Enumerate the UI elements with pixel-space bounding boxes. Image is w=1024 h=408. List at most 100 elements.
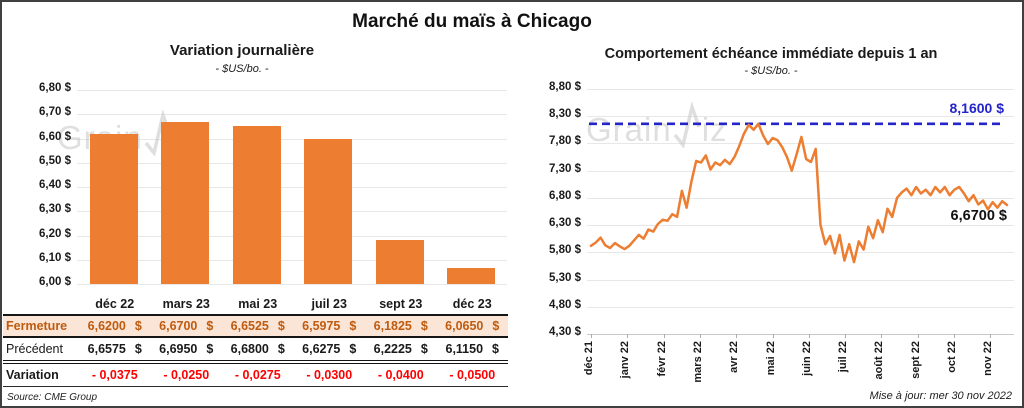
x-axis-tick	[845, 334, 847, 338]
bar-gridline	[77, 138, 507, 140]
currency-sign: $	[492, 342, 499, 356]
bar-chart-title: Variation journalière	[169, 42, 315, 59]
line-y-axis-label: 4,30 $	[549, 326, 581, 338]
currency-sign: $	[349, 319, 357, 333]
currency-sign: $	[349, 342, 357, 356]
variation-cell: - 0,0300	[306, 368, 353, 382]
line-x-axis-label: juil 22	[837, 341, 850, 373]
last-price-label: 6,6700 $	[950, 207, 1007, 224]
column-header: déc 22	[95, 296, 135, 311]
line-y-axis-label: 6,80 $	[549, 189, 581, 202]
row-label: Précédent	[6, 342, 63, 356]
row-label: Fermeture	[6, 319, 68, 333]
price-cell: 6,6275 $	[302, 342, 357, 356]
line-x-axis-label: mai 22	[764, 341, 777, 376]
line-x-axis-label: nov 22	[982, 341, 995, 376]
price-cell: 6,6800 $	[230, 342, 285, 356]
line-chart-subtitle: - $US/bo. -	[744, 65, 798, 77]
line-y-axis-label: 4,80 $	[549, 298, 581, 311]
line-chart-plot: 8,80 $ 8,30 $ 7,80 $ 7,30 $ 6,80 $ 6,30 $ 5,80…	[549, 81, 1014, 383]
price-cell: 6,5975 $	[302, 319, 357, 333]
line-y-axis-label: 5,30 $	[549, 271, 581, 284]
bar	[447, 268, 496, 284]
x-axis-tick	[808, 334, 810, 338]
bar	[161, 121, 210, 284]
x-axis-tick	[699, 334, 701, 338]
price-cell: 6,1825 $	[373, 319, 428, 333]
currency-sign: $	[277, 319, 285, 333]
line-gridline	[587, 279, 1014, 281]
table-row-fermeture: Fermeture 6,6200 $ 6,6700 $ 6,6525 $ 6,5975…	[3, 314, 508, 338]
currency-sign: $	[277, 342, 285, 356]
price-line-svg	[589, 122, 1009, 264]
bar-y-axis-label: 6,40 $	[39, 179, 71, 191]
update-note: Mise à jour: mer 30 nov 2022	[869, 390, 1012, 402]
bar-chart-subtitle: - $US/bo. -	[215, 63, 269, 75]
page-title: Marché du maïs à Chicago	[352, 11, 592, 32]
price-table: déc 22 mars 23 mai 23 juil 23 sept 23 dé…	[3, 293, 508, 387]
bar-y-axis-label: 6,20 $	[39, 227, 71, 240]
variation-cell: - 0,0250	[163, 368, 210, 382]
price-cell: 6,6200 $	[87, 319, 142, 333]
table-row-variation: Variation - 0,0375 - 0,0250 - 0,0275 - 0…	[3, 364, 508, 387]
watermark-spike-icon	[673, 100, 701, 149]
column-header: déc 23	[452, 296, 492, 311]
x-axis-tick	[736, 334, 738, 338]
bar-gridline	[77, 187, 507, 188]
price-cell: 6,6575 $	[87, 342, 142, 356]
line-gridline	[587, 252, 1014, 254]
bar	[232, 125, 281, 284]
bar-chart-plot: 6,80 $ 6,70 $ 6,60 $ 6,50 $ 6,40 $ 6,30 $ 6,20…	[39, 82, 507, 288]
line-y-axis-label: 6,30 $	[549, 217, 581, 230]
bar-y-axis-label: 6,10 $	[39, 251, 71, 264]
line-gridline	[587, 170, 1014, 172]
price-cell: 6,0650 $	[445, 319, 500, 333]
currency-sign: $	[206, 319, 214, 333]
line-y-axis-label: 7,30 $	[549, 162, 581, 175]
bar-gridline	[77, 235, 507, 237]
bar-y-axis-label: 6,60 $	[39, 130, 71, 143]
line-x-axis-label: févr 22	[655, 341, 668, 377]
currency-sign: $	[134, 319, 142, 333]
price-cell: 6,2225 $	[373, 342, 428, 356]
variation-cell: - 0,0400	[377, 368, 424, 382]
line-y-axis-label: 8,30 $	[549, 108, 581, 121]
x-axis-tick	[663, 334, 665, 338]
row-label: Variation	[6, 368, 59, 382]
variation-cell: - 0,0275	[234, 368, 281, 382]
x-axis-tick	[627, 334, 629, 338]
currency-sign: $	[492, 319, 500, 333]
bar-gridline	[77, 90, 507, 91]
bar	[304, 139, 353, 284]
line-gridline	[587, 334, 1014, 335]
bar-gridline	[77, 211, 507, 213]
x-axis-tick	[990, 334, 992, 338]
variation-cell: - 0,0375	[91, 368, 138, 382]
line-x-axis-label: août 22	[873, 341, 886, 380]
x-axis-tick	[772, 334, 774, 338]
column-header: sept 23	[379, 296, 423, 311]
bar-y-axis-label: 6,00 $	[39, 276, 71, 288]
column-header: juil 23	[311, 296, 347, 311]
line-gridline	[587, 197, 1014, 199]
line-y-axis-label: 5,80 $	[549, 244, 581, 257]
column-header: mai 23	[238, 296, 278, 311]
line-gridline	[587, 116, 1014, 118]
line-chart-title: Comportement échéance immédiate depuis 1…	[604, 46, 938, 62]
line-x-axis-label: mars 22	[691, 341, 704, 383]
watermark-text-suffix: iz	[701, 111, 728, 148]
x-axis-tick	[917, 334, 919, 338]
bar-y-axis-label: 6,70 $	[39, 106, 71, 119]
bar-gridline	[77, 259, 507, 261]
line-gridline	[587, 89, 1014, 90]
bar	[375, 239, 424, 284]
table-row-precedent: Précédent 6,6575 $ 6,6950 $ 6,6800 $ 6,6275…	[3, 338, 508, 364]
bar-y-axis-label: 6,50 $	[39, 154, 71, 167]
line-gridline	[587, 306, 1014, 308]
variation-cell: - 0,0500	[449, 368, 496, 382]
currency-sign: $	[420, 319, 428, 333]
currency-sign: $	[134, 342, 142, 356]
currency-sign: $	[206, 342, 214, 356]
